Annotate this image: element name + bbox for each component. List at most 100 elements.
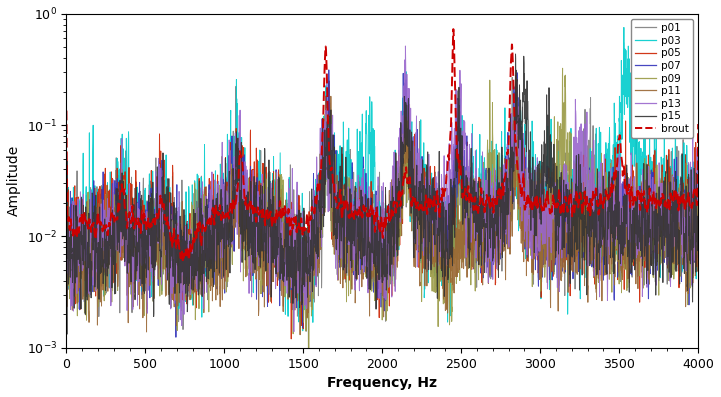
- p13: [363, 239, 371, 244]
- p05: [511, 73, 520, 78]
- Line: p01: p01: [66, 77, 698, 365]
- brout: [449, 27, 458, 31]
- p03: [363, 131, 371, 136]
- p03: [521, 228, 530, 233]
- p07: [521, 163, 530, 168]
- p01: [327, 181, 336, 185]
- p03: [694, 178, 702, 183]
- p11: [643, 254, 652, 258]
- p05: [287, 337, 296, 341]
- p13: [327, 183, 336, 187]
- p11: [521, 245, 530, 249]
- p01: [694, 198, 702, 203]
- p05: [643, 244, 652, 249]
- p15: [694, 225, 702, 230]
- p03: [619, 25, 628, 30]
- p09: [675, 211, 684, 216]
- p09: [363, 256, 371, 261]
- p11: [513, 77, 521, 81]
- p01: [643, 205, 652, 210]
- p05: [332, 203, 341, 208]
- Line: p09: p09: [66, 68, 698, 355]
- p15: [62, 233, 71, 238]
- p03: [332, 166, 341, 171]
- brout: [179, 259, 187, 264]
- p15: [332, 193, 341, 197]
- p03: [327, 193, 336, 198]
- Line: p13: p13: [66, 46, 698, 331]
- p03: [62, 241, 71, 245]
- p07: [363, 214, 371, 219]
- p15: [675, 258, 684, 263]
- brout: [643, 206, 652, 210]
- Line: p11: p11: [66, 79, 698, 335]
- p13: [290, 329, 298, 334]
- brout: [332, 204, 341, 209]
- p05: [675, 285, 684, 290]
- Line: p03: p03: [66, 27, 698, 331]
- p01: [521, 197, 530, 202]
- p13: [401, 44, 410, 48]
- p01: [304, 362, 313, 367]
- p07: [172, 335, 180, 339]
- p05: [363, 200, 371, 205]
- p11: [694, 235, 702, 239]
- p05: [694, 216, 702, 221]
- p13: [332, 208, 341, 213]
- X-axis label: Frequency, Hz: Frequency, Hz: [327, 376, 438, 390]
- p01: [508, 75, 516, 80]
- p11: [675, 222, 684, 226]
- p07: [694, 235, 702, 240]
- p07: [328, 180, 337, 185]
- p11: [332, 173, 341, 177]
- p11: [363, 217, 371, 222]
- p15: [643, 241, 652, 246]
- p09: [694, 220, 702, 225]
- p01: [675, 226, 684, 231]
- p11: [62, 252, 71, 257]
- Y-axis label: Amplitude: Amplitude: [7, 145, 21, 216]
- p01: [332, 256, 341, 260]
- p07: [643, 190, 652, 195]
- p07: [324, 67, 333, 72]
- p13: [62, 225, 71, 230]
- p13: [643, 177, 652, 182]
- Line: brout: brout: [66, 29, 698, 262]
- p01: [363, 250, 371, 254]
- brout: [62, 108, 71, 113]
- p15: [63, 332, 71, 337]
- p15: [363, 265, 371, 270]
- Line: p07: p07: [66, 70, 698, 337]
- brout: [675, 201, 684, 206]
- p09: [62, 256, 71, 261]
- brout: [694, 121, 702, 126]
- p09: [327, 197, 336, 201]
- Line: p15: p15: [66, 54, 698, 334]
- p13: [694, 178, 702, 183]
- brout: [327, 165, 336, 170]
- p07: [333, 217, 342, 222]
- p09: [332, 245, 341, 250]
- p13: [675, 194, 684, 198]
- p05: [62, 206, 71, 211]
- Line: p05: p05: [66, 75, 698, 339]
- p09: [304, 353, 313, 358]
- p03: [298, 328, 307, 333]
- p05: [327, 177, 336, 182]
- p15: [521, 89, 530, 94]
- p15: [327, 148, 336, 153]
- p09: [643, 202, 652, 207]
- p03: [643, 202, 652, 207]
- p05: [521, 198, 530, 203]
- brout: [363, 212, 371, 216]
- p11: [296, 332, 304, 337]
- p09: [558, 66, 567, 71]
- p13: [521, 188, 530, 193]
- p15: [511, 52, 520, 56]
- p11: [327, 196, 336, 200]
- p03: [675, 199, 684, 204]
- p09: [521, 211, 530, 216]
- p07: [675, 206, 684, 210]
- brout: [521, 205, 530, 210]
- p07: [62, 243, 71, 247]
